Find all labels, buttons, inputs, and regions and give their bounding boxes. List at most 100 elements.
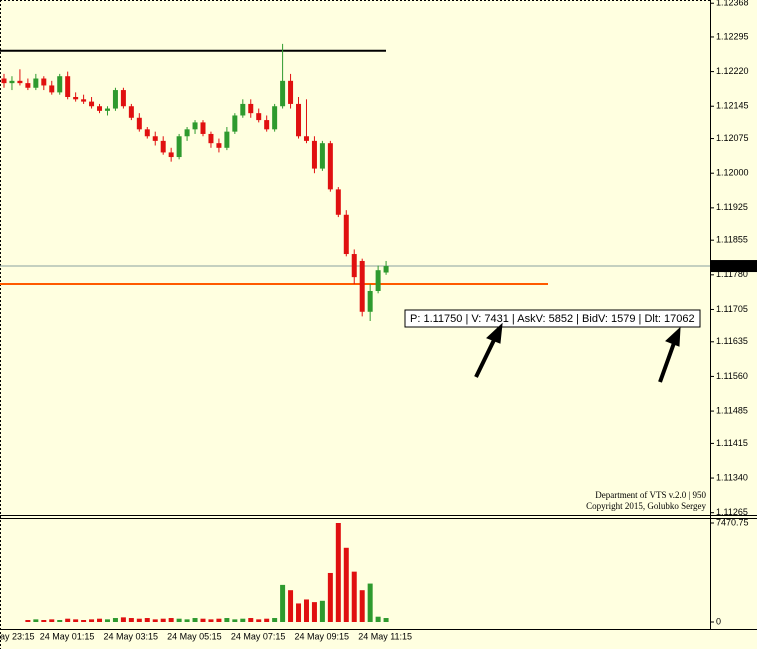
x-tick-label: 24 May 01:15 — [40, 631, 95, 641]
arrow — [658, 342, 676, 383]
candle-body — [248, 103, 254, 114]
candle-body — [184, 129, 190, 137]
current-price-label: 1.11799 — [716, 260, 748, 270]
volume-bar — [280, 584, 286, 622]
volume-bar — [383, 618, 389, 622]
candle-body — [280, 80, 286, 107]
candle-body — [216, 143, 222, 148]
candle-body — [128, 106, 134, 118]
candle-body — [335, 189, 341, 215]
candle-body — [49, 85, 55, 93]
volume-bar — [367, 583, 373, 622]
candle-body — [383, 266, 389, 273]
y-tick-label: 1.11560 — [716, 371, 748, 381]
y-tick-label: 1.11855 — [716, 235, 748, 245]
candle-body — [41, 78, 47, 86]
volume-bar — [303, 599, 309, 622]
candle-body — [288, 80, 294, 104]
volume-bar — [49, 619, 55, 622]
volume-bar — [248, 618, 254, 622]
x-tick-label: 24 May 05:15 — [167, 631, 222, 641]
arrow — [474, 337, 497, 378]
candle-body — [296, 103, 302, 137]
volume-bar — [343, 547, 349, 622]
x-tick-label: 24 May 09:15 — [295, 631, 350, 641]
candle-body — [81, 99, 87, 102]
tooltip-box — [404, 309, 701, 328]
volume-bar — [351, 571, 357, 622]
volume-bar — [216, 618, 222, 622]
volume-tick-label: 0 — [716, 616, 721, 626]
candle-body — [9, 80, 15, 84]
volume-bar — [136, 618, 142, 622]
volume-bar — [41, 620, 47, 622]
candle-body — [104, 108, 110, 111]
volume-bar — [168, 618, 174, 622]
candle-body — [343, 214, 349, 255]
volume-bar — [335, 523, 341, 622]
candle-body — [327, 143, 333, 190]
candle-body — [136, 117, 142, 130]
y-tick-label: 1.11265 — [716, 507, 748, 517]
candle-body — [160, 140, 166, 153]
volume-bar — [375, 616, 381, 622]
volume-bar — [288, 590, 294, 622]
candle-body — [112, 90, 118, 109]
candle-body — [33, 78, 39, 88]
volume-bar — [327, 572, 333, 622]
candle-body — [375, 270, 381, 291]
candle-body — [264, 120, 270, 130]
candle-body — [97, 106, 103, 111]
candle-body — [272, 106, 278, 130]
candle-body — [73, 96, 79, 100]
current-price-box — [711, 260, 757, 273]
volume-bar — [128, 618, 134, 622]
arrow-head — [665, 326, 681, 347]
volume-bar — [89, 619, 95, 622]
candle-body — [240, 103, 246, 116]
volume-bar — [256, 619, 262, 622]
candle-body — [57, 76, 63, 93]
credit: Copyright 2015, Golubko Sergey — [586, 501, 706, 511]
y-tick-label: 1.11705 — [716, 304, 748, 314]
volume-bar — [112, 618, 118, 622]
volume-bar — [33, 619, 39, 622]
candle-body — [359, 260, 365, 312]
candle-body — [256, 113, 262, 121]
candle-body — [351, 254, 357, 278]
volume-bar — [160, 618, 166, 622]
candle-body — [311, 140, 317, 169]
volume-bar — [144, 618, 150, 622]
y-tick-label: 1.12220 — [716, 66, 749, 76]
volume-bar — [296, 603, 302, 622]
y-tick-label: 1.11780 — [716, 269, 748, 279]
y-tick-label: 1.11635 — [716, 336, 748, 346]
volume-bar — [240, 618, 246, 622]
volume-bar — [97, 618, 103, 622]
volume-bar — [208, 619, 214, 622]
volume-bar — [104, 619, 110, 622]
x-tick-label: 24 May 11:15 — [358, 631, 412, 641]
y-tick-label: 1.12000 — [716, 168, 749, 178]
volume-bar — [57, 620, 63, 622]
volume-bar — [176, 618, 182, 622]
volume-bar — [120, 617, 126, 622]
y-tick-label: 1.11925 — [716, 202, 748, 212]
candle-body — [17, 80, 23, 84]
volume-bar — [81, 620, 87, 622]
volume-bar — [65, 618, 71, 622]
y-tick-label: 1.12145 — [716, 101, 749, 111]
candle-body — [319, 143, 325, 169]
credit: Department of VTS v.2.0 | 950 — [595, 490, 706, 500]
candle-body — [168, 152, 174, 158]
volume-bar — [25, 620, 31, 622]
tooltip: P: 1.11750 | V: 7431 | AskV: 5852 | BidV… — [410, 313, 695, 325]
candle-body — [303, 136, 309, 141]
candle-body — [200, 122, 206, 134]
volume-bar — [311, 602, 317, 622]
volume-bar — [152, 619, 158, 622]
volume-bar — [184, 619, 190, 622]
candle-body — [152, 136, 158, 141]
candle-body — [192, 122, 198, 130]
